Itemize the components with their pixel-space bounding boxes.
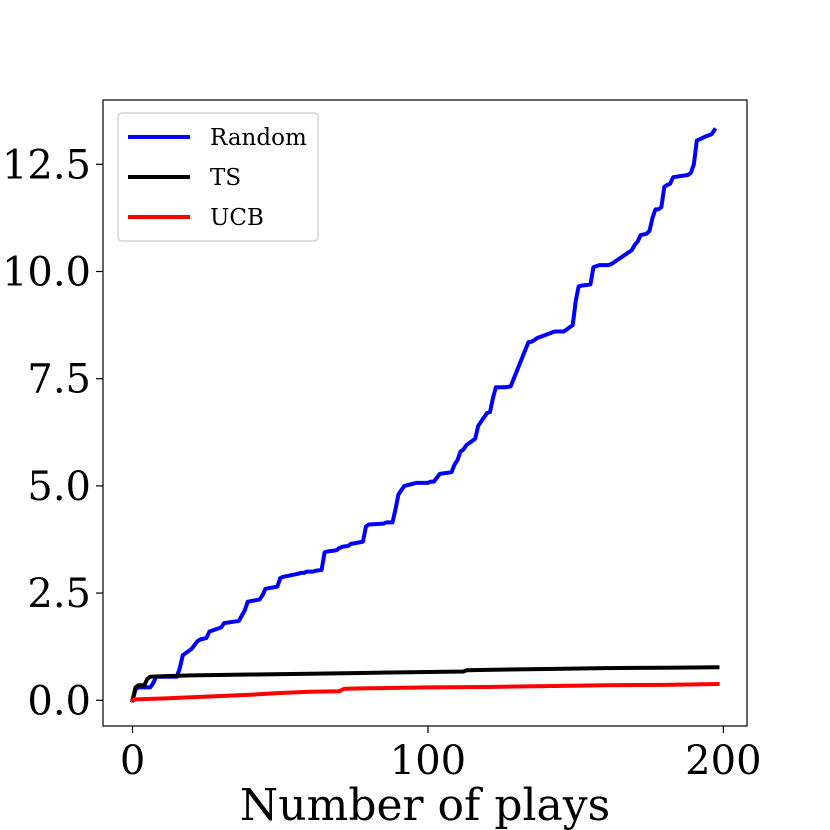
legend-label-random: Random (210, 125, 307, 151)
y-tick-label: 12.5 (2, 142, 91, 188)
x-axis-title: Number of plays (240, 780, 610, 830)
plot-area (130, 127, 720, 703)
axes: 0 100 200 0.0 2.5 5.0 7.5 10.0 12.5 (2, 99, 762, 784)
x-tick-label: 0 (120, 738, 145, 784)
y-tick-label: 7.5 (27, 357, 91, 403)
legend-box (117, 112, 319, 242)
y-tick-label: 0.0 (27, 678, 91, 724)
y-tick-label: 2.5 (27, 571, 91, 617)
series-line-random (130, 127, 718, 703)
plot-frame (102, 99, 748, 727)
y-tick-label: 10.0 (2, 250, 91, 296)
legend-label-ucb: UCB (210, 205, 264, 231)
y-tick-label: 5.0 (27, 464, 91, 510)
legend: Random TS UCB (117, 112, 319, 242)
series-line-ucb (130, 681, 720, 703)
series-line-ts (130, 665, 720, 703)
legend-label-ts: TS (210, 165, 241, 191)
x-tick-label: 100 (390, 738, 466, 784)
x-tick-label: 200 (685, 738, 761, 784)
